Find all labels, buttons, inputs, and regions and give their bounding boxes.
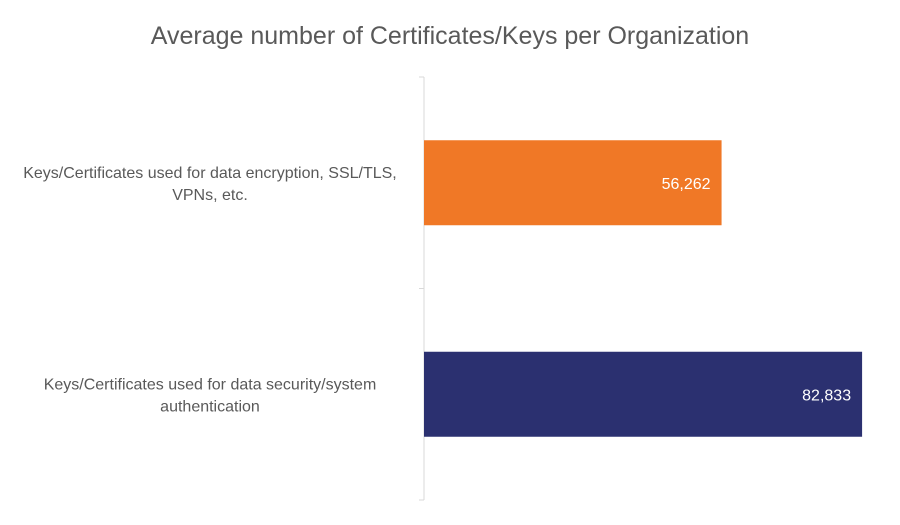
category-labels: Keys/Certificates used for data encrypti… bbox=[23, 165, 397, 416]
chart-title: Average number of Certificates/Keys per … bbox=[151, 22, 749, 50]
category-axis bbox=[419, 76, 425, 501]
bars: 56,262 82,833 bbox=[424, 140, 863, 437]
category-label-1: Keys/Certificates used for data encrypti… bbox=[23, 165, 397, 204]
category-label-2: Keys/Certificates used for data security… bbox=[44, 376, 377, 415]
bar-2 bbox=[424, 351, 863, 437]
data-label-1: 56,262 bbox=[662, 176, 711, 193]
data-label-2: 82,833 bbox=[802, 387, 851, 404]
bar-1 bbox=[424, 140, 722, 226]
